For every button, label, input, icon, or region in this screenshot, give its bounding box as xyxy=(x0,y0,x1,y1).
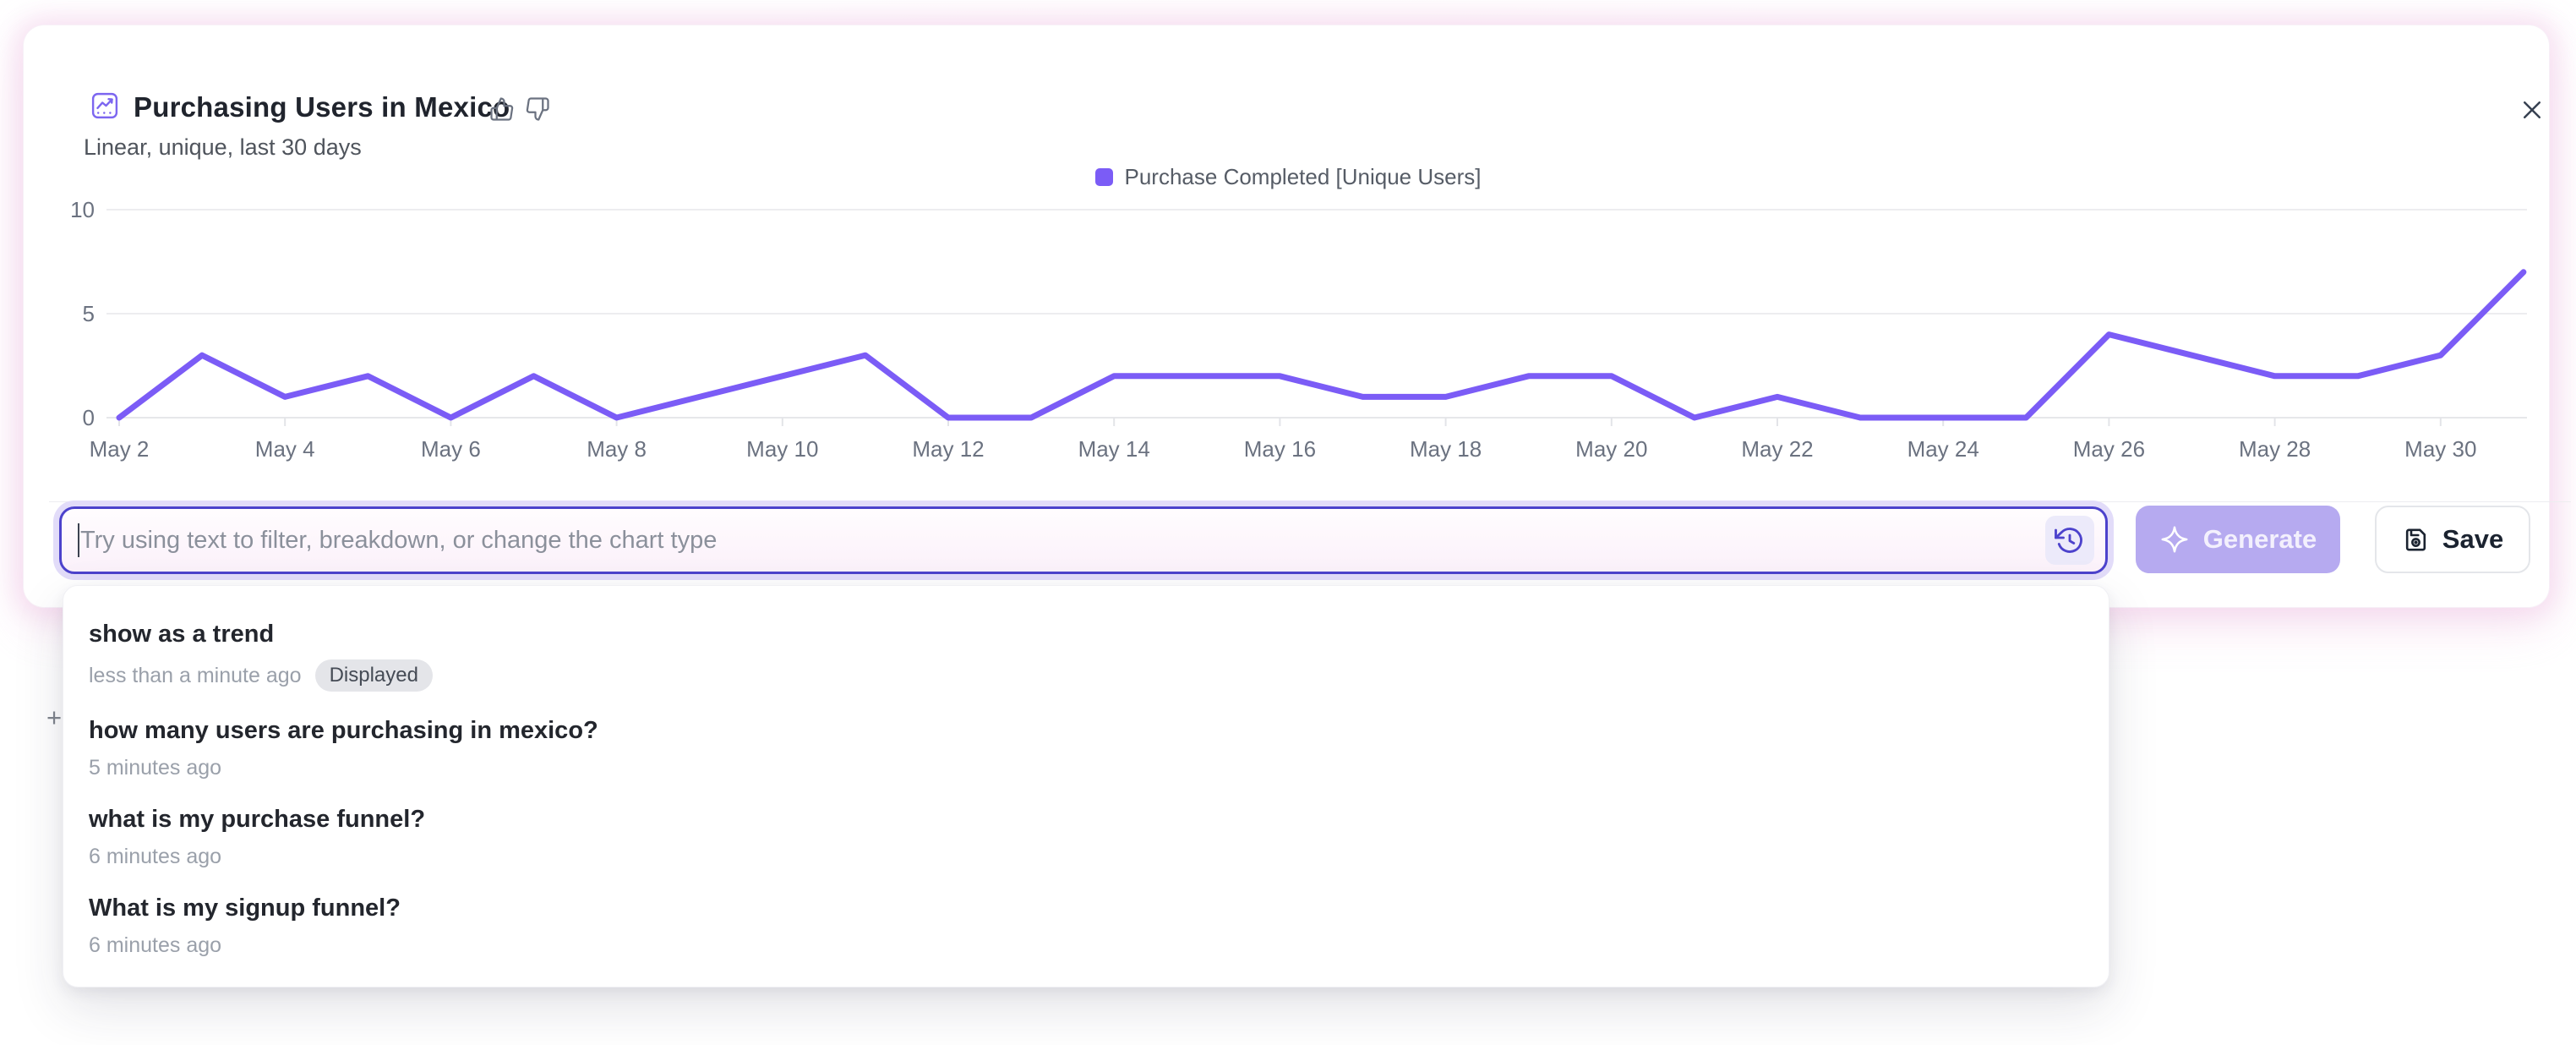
svg-text:10: 10 xyxy=(70,197,95,222)
svg-text:May 18: May 18 xyxy=(1410,436,1482,462)
divider xyxy=(49,501,2571,502)
history-item[interactable]: how many users are purchasing in mexico?… xyxy=(63,704,2109,793)
svg-text:May 20: May 20 xyxy=(1575,436,1647,462)
save-button[interactable]: Save xyxy=(2375,506,2530,573)
chart-svg[interactable]: 0 5 10 May 2 May 4 May 6 May 8 May 10 May 12 May … xyxy=(0,193,2576,489)
history-item[interactable]: What is my signup funnel? 6 minutes ago xyxy=(63,882,2109,971)
status-badge: Displayed xyxy=(314,659,433,692)
svg-text:May 16: May 16 xyxy=(1244,436,1316,462)
history-icon xyxy=(2055,525,2085,555)
svg-text:May 10: May 10 xyxy=(746,436,818,462)
svg-text:5: 5 xyxy=(83,301,95,326)
sparkle-icon xyxy=(2159,524,2190,555)
plus-cursor-mark: + xyxy=(46,703,63,732)
thumbs-up-icon[interactable] xyxy=(489,96,515,122)
history-item[interactable]: show as a trend less than a minute ago D… xyxy=(63,608,2109,704)
history-query: how many users are purchasing in mexico? xyxy=(89,717,598,744)
history-query: What is my signup funnel? xyxy=(89,895,401,922)
prompt-text-field[interactable] xyxy=(80,509,2041,572)
history-item[interactable]: what is my purchase funnel? 6 minutes ag… xyxy=(63,793,2109,882)
svg-text:May 26: May 26 xyxy=(2073,436,2145,462)
history-button[interactable] xyxy=(2045,516,2094,565)
history-dropdown: show as a trend less than a minute ago D… xyxy=(63,585,2109,988)
history-time: 6 minutes ago xyxy=(89,845,222,868)
save-label: Save xyxy=(2442,524,2504,554)
save-icon xyxy=(2402,526,2430,554)
svg-text:May 6: May 6 xyxy=(421,436,481,462)
svg-text:May 30: May 30 xyxy=(2404,436,2476,462)
legend-label: Purchase Completed [Unique Users] xyxy=(1124,164,1482,189)
line-chart-icon xyxy=(90,91,119,120)
svg-text:May 4: May 4 xyxy=(255,436,315,462)
history-time: 6 minutes ago xyxy=(89,933,222,957)
svg-text:May 8: May 8 xyxy=(587,436,647,462)
chart-legend: Purchase Completed [Unique Users] xyxy=(0,164,2576,190)
page-title: Purchasing Users in Mexico xyxy=(134,91,510,123)
generate-button[interactable]: Generate xyxy=(2136,506,2340,573)
history-time: less than a minute ago xyxy=(89,663,302,687)
legend-swatch xyxy=(1094,168,1113,186)
prompt-input[interactable] xyxy=(59,506,2108,574)
svg-text:May 28: May 28 xyxy=(2239,436,2311,462)
close-icon[interactable] xyxy=(2515,93,2549,127)
text-caret xyxy=(78,523,79,557)
svg-text:May 22: May 22 xyxy=(1741,436,1813,462)
svg-text:May 14: May 14 xyxy=(1078,436,1150,462)
svg-text:May 12: May 12 xyxy=(912,436,984,462)
thumbs-down-icon[interactable] xyxy=(525,96,550,122)
svg-text:May 24: May 24 xyxy=(1907,436,1979,462)
svg-text:0: 0 xyxy=(83,405,95,430)
history-query: what is my purchase funnel? xyxy=(89,806,426,833)
history-query: show as a trend xyxy=(89,621,275,648)
svg-text:May 2: May 2 xyxy=(90,436,150,462)
chart-subtitle: Linear, unique, last 30 days xyxy=(84,134,362,160)
generate-label: Generate xyxy=(2202,524,2317,554)
history-time: 5 minutes ago xyxy=(89,756,222,780)
